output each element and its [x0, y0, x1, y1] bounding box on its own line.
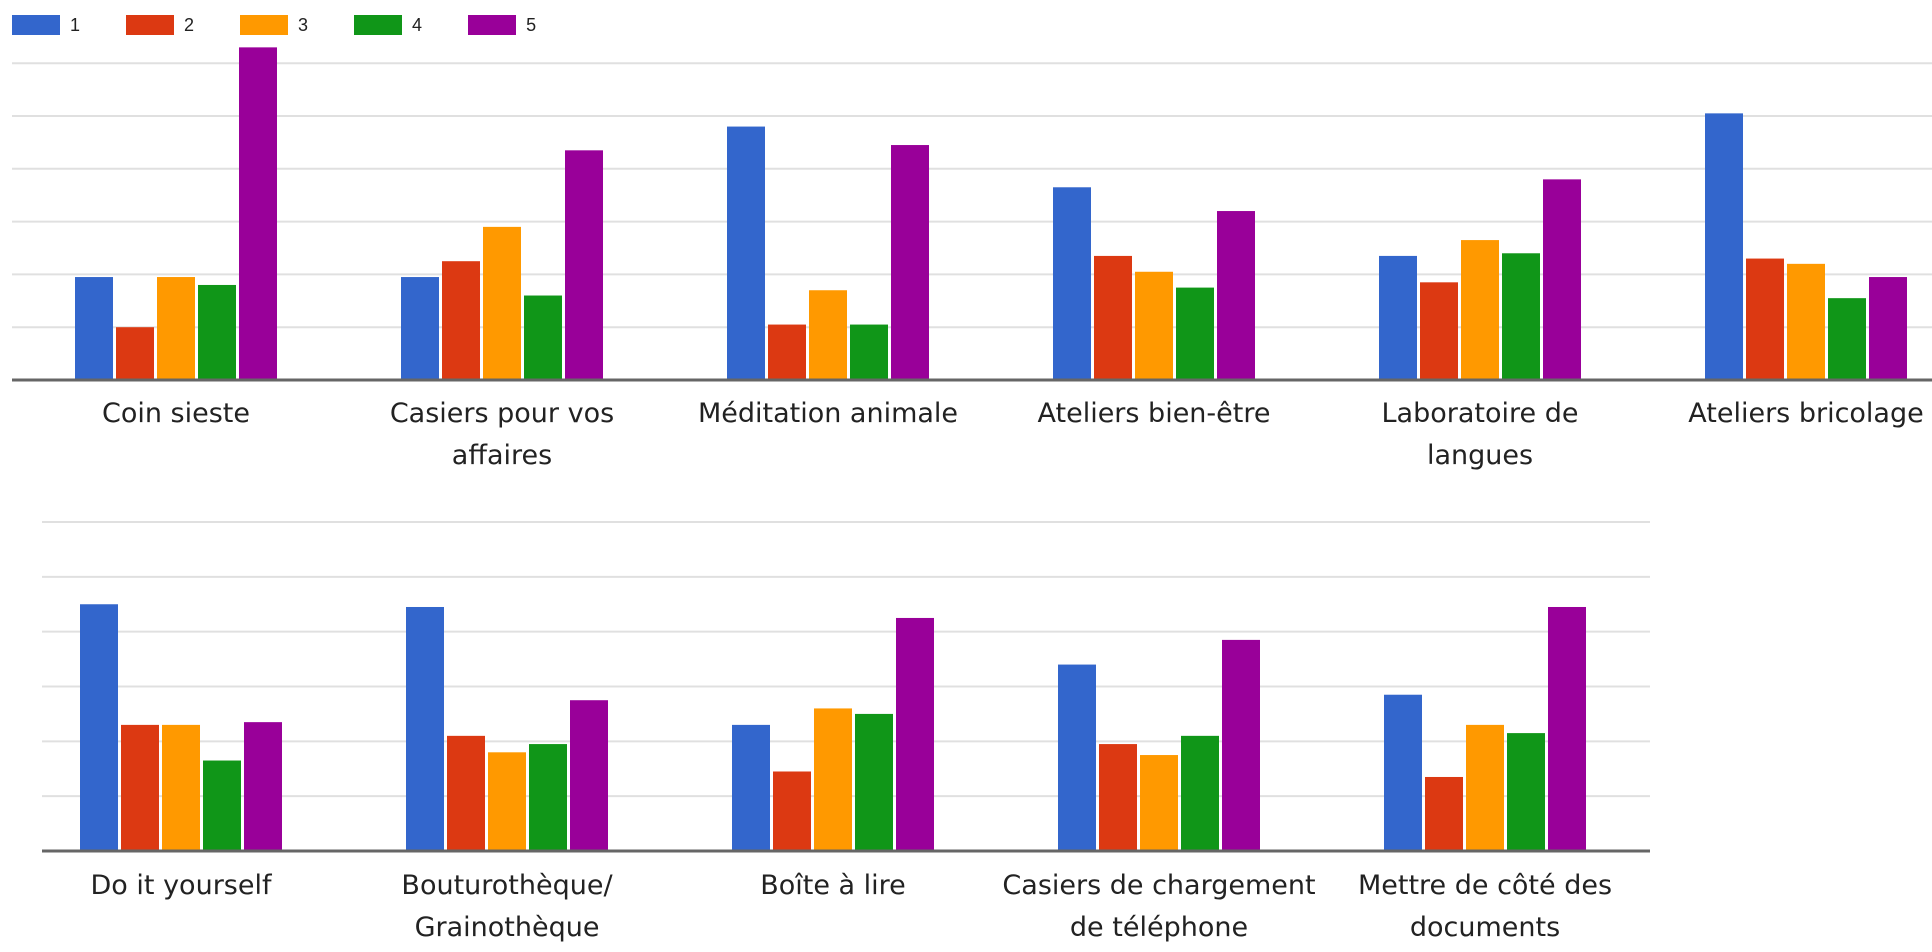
- legend-item-4[interactable]: 4: [354, 15, 422, 36]
- bar-2-1-series-2[interactable]: [121, 724, 159, 851]
- bar-1-6-series-3[interactable]: [1787, 263, 1825, 380]
- category-label: Casiers de chargement de téléphone: [1002, 870, 1315, 943]
- category-label: Boîte à lire: [760, 870, 906, 901]
- bar-1-2-series-3[interactable]: [483, 226, 521, 380]
- bar-1-5-series-3[interactable]: [1461, 240, 1499, 380]
- bar-2-4-series-1[interactable]: [1058, 664, 1096, 851]
- bar-1-3-series-5[interactable]: [891, 145, 929, 380]
- category-label: Coin sieste: [102, 398, 250, 429]
- bar-2-5-series-3[interactable]: [1466, 724, 1504, 851]
- bar-2-1-series-4[interactable]: [203, 760, 241, 851]
- bar-1-4-series-5[interactable]: [1217, 211, 1255, 380]
- legend-swatch-2: [126, 15, 175, 35]
- category-label: Ateliers bien-être: [1038, 398, 1271, 429]
- bar-1-4-series-3[interactable]: [1135, 271, 1173, 380]
- bar-1-4-series-1[interactable]: [1053, 187, 1091, 380]
- bar-1-3-series-4[interactable]: [850, 324, 888, 380]
- category-label: Ateliers bricolage: [1688, 398, 1923, 429]
- bar-2-4-series-3[interactable]: [1140, 755, 1178, 851]
- bar-2-3-series-4[interactable]: [855, 713, 893, 851]
- bar-2-2-series-2[interactable]: [447, 735, 485, 851]
- bar-2-3-series-3[interactable]: [814, 708, 852, 851]
- bar-2-5-series-5[interactable]: [1548, 606, 1586, 851]
- legend-label-3: 3: [298, 14, 309, 35]
- bar-1-4-series-4[interactable]: [1176, 287, 1214, 380]
- legend-label-5: 5: [526, 14, 537, 35]
- bar-1-6-series-1[interactable]: [1705, 113, 1743, 381]
- bar-2-4-series-4[interactable]: [1181, 735, 1219, 851]
- bar-1-6-series-5[interactable]: [1869, 277, 1907, 380]
- legend-swatch-1: [12, 15, 60, 35]
- bar-1-4-series-2[interactable]: [1094, 255, 1132, 380]
- bar-1-1-series-3[interactable]: [157, 277, 195, 380]
- bar-1-5-series-2[interactable]: [1420, 282, 1458, 380]
- category-label: Bouturothèque/Grainothèque: [401, 870, 613, 943]
- legend-swatch-4: [354, 15, 403, 35]
- category-label: Mettre de côté des documents: [1358, 870, 1612, 943]
- legend-swatch-5: [468, 15, 517, 35]
- legend-label-1: 1: [70, 14, 81, 35]
- bar-1-1-series-1[interactable]: [75, 277, 113, 380]
- category-label: Do it yourself: [91, 870, 273, 901]
- category-label: Laboratoire de langues: [1382, 398, 1579, 471]
- bar-1-2-series-1[interactable]: [401, 277, 439, 380]
- chart-panel-1: Coin sieste Casiers pour vos affaires Médit…: [12, 47, 1932, 471]
- bar-1-3-series-1[interactable]: [727, 126, 765, 380]
- bar-2-2-series-1[interactable]: [406, 606, 444, 851]
- chart-legend: 1 2 3 4 5: [12, 14, 582, 36]
- bar-2-2-series-3[interactable]: [488, 752, 526, 851]
- bar-1-2-series-2[interactable]: [442, 261, 480, 380]
- bar-2-2-series-5[interactable]: [570, 700, 608, 851]
- legend-item-2[interactable]: 2: [126, 15, 194, 36]
- bar-2-5-series-2[interactable]: [1425, 776, 1463, 851]
- bar-2-5-series-1[interactable]: [1384, 694, 1422, 851]
- legend-item-3[interactable]: 3: [240, 15, 308, 36]
- legend-item-5[interactable]: 5: [468, 15, 536, 36]
- bar-2-1-series-3[interactable]: [162, 724, 200, 851]
- bar-2-4-series-5[interactable]: [1222, 639, 1260, 851]
- legend-label-2: 2: [184, 14, 195, 35]
- bar-1-1-series-2[interactable]: [116, 327, 154, 380]
- bar-1-1-series-5[interactable]: [239, 47, 277, 381]
- bar-1-5-series-5[interactable]: [1543, 179, 1581, 380]
- bar-2-1-series-5[interactable]: [244, 722, 282, 851]
- bar-1-2-series-5[interactable]: [565, 150, 603, 380]
- category-label: Méditation animale: [698, 398, 958, 429]
- category-label: Casiers pour vos affaires: [390, 398, 614, 471]
- bar-1-3-series-3[interactable]: [809, 290, 847, 380]
- legend-item-1[interactable]: 1: [12, 15, 80, 36]
- legend-swatch-3: [240, 15, 289, 35]
- bar-1-5-series-4[interactable]: [1502, 253, 1540, 380]
- legend-label-4: 4: [412, 14, 423, 35]
- bar-2-3-series-2[interactable]: [773, 771, 811, 851]
- bar-2-5-series-4[interactable]: [1507, 733, 1545, 851]
- bar-1-5-series-1[interactable]: [1379, 255, 1417, 380]
- bar-1-1-series-4[interactable]: [198, 284, 236, 380]
- bar-2-4-series-2[interactable]: [1099, 744, 1137, 851]
- bar-1-2-series-4[interactable]: [524, 295, 562, 380]
- bar-1-3-series-2[interactable]: [768, 324, 806, 380]
- chart-panel-2: Do it yourself Bouturothèque/Grainothèque…: [42, 521, 1650, 943]
- bar-2-3-series-5[interactable]: [896, 617, 934, 851]
- bar-2-3-series-1[interactable]: [732, 724, 770, 851]
- bar-1-6-series-4[interactable]: [1828, 298, 1866, 380]
- bar-2-2-series-4[interactable]: [529, 744, 567, 851]
- bar-1-6-series-2[interactable]: [1746, 258, 1784, 380]
- bar-2-1-series-1[interactable]: [80, 604, 118, 851]
